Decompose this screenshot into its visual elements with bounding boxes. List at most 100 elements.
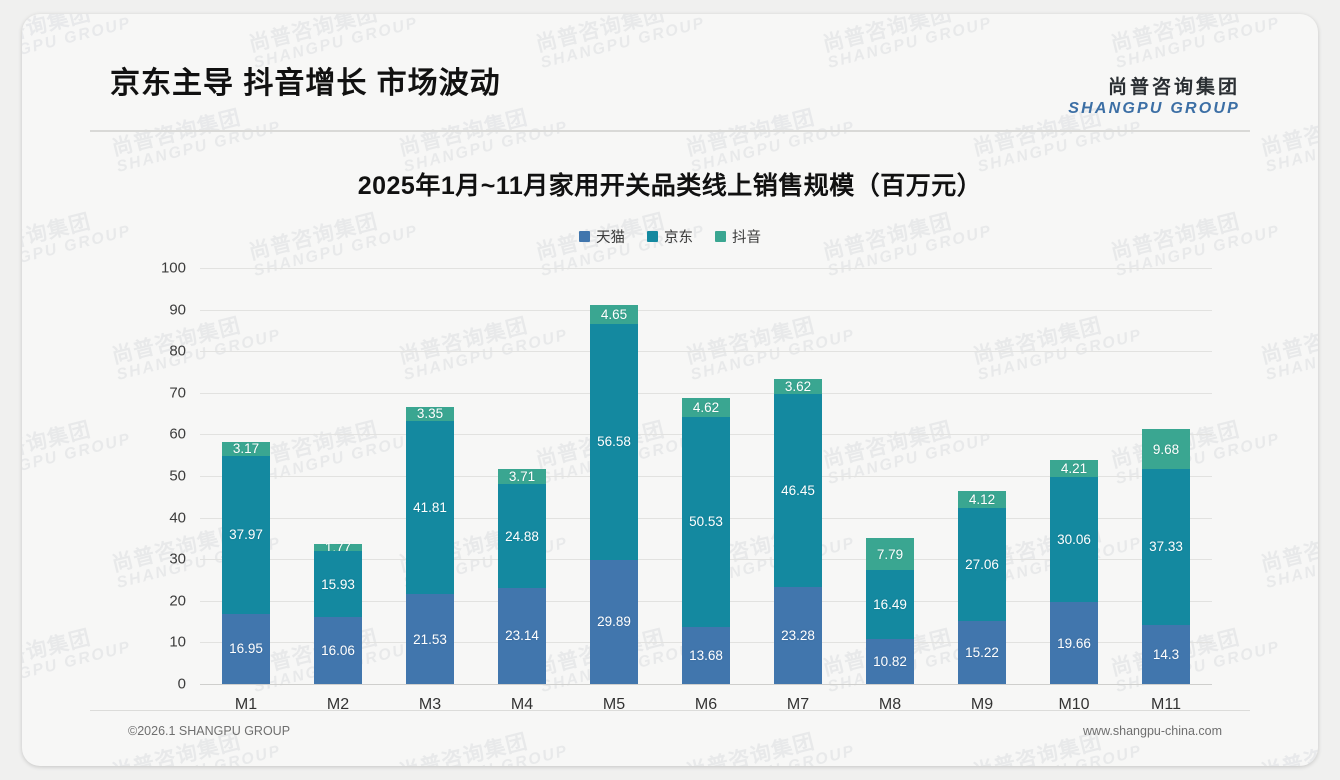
x-axis-tick-label: M5	[602, 696, 626, 713]
bar-segment-抖音[interactable]: 1.77	[314, 540, 362, 555]
bar-value-label: 23.14	[505, 628, 539, 644]
x-axis-tick-label: M6	[694, 696, 718, 713]
header-divider	[90, 130, 1250, 132]
bar-value-label: 19.66	[1057, 635, 1091, 651]
bar-segment-抖音[interactable]: 9.68	[1142, 428, 1190, 470]
bar-value-label: 24.88	[505, 528, 539, 544]
bar-value-label: 16.06	[321, 643, 355, 659]
legend-label: 天猫	[596, 230, 625, 246]
bar-value-label: 7.79	[876, 546, 904, 562]
bar-segment-抖音[interactable]: 4.12	[958, 491, 1006, 509]
bar-segment-天猫[interactable]: 23.28	[774, 587, 822, 684]
bar-value-label: 16.95	[229, 641, 263, 657]
bar-group-m2[interactable]: 1.77 15.93 16.06 M2	[314, 268, 362, 713]
bar-segment-抖音[interactable]: 3.17	[222, 441, 270, 457]
y-axis-tick-label: 0	[177, 675, 186, 693]
legend-swatch-icon	[647, 231, 658, 242]
bar-group-m5[interactable]: 4.65 56.58 29.89 M5	[590, 268, 638, 713]
company-logo: 尚普咨询集团 SHANGPU GROUP	[1068, 72, 1240, 118]
y-axis-tick-label: 20	[169, 592, 186, 610]
y-axis-tick-label: 10	[169, 633, 186, 651]
y-axis-tick-label: 70	[169, 384, 186, 402]
bar-value-label: 4.65	[600, 307, 628, 323]
bar-segment-天猫[interactable]: 29.89	[590, 559, 638, 684]
bar-value-label: 46.45	[781, 483, 815, 499]
legend-item-1[interactable]: 京东	[647, 226, 693, 247]
bar-segment-天猫[interactable]: 21.53	[406, 594, 454, 684]
y-axis-tick-label: 30	[169, 550, 186, 568]
bar-group-m4[interactable]: 3.71 24.88 23.14 M4	[498, 268, 546, 713]
x-axis-tick-label: M7	[786, 696, 810, 713]
x-axis-tick-label: M10	[1058, 696, 1090, 713]
bar-value-label: 37.33	[1149, 539, 1183, 555]
footer-website[interactable]: www.shangpu-china.com	[1083, 724, 1222, 738]
bar-segment-京东[interactable]: 24.88	[498, 484, 546, 588]
bar-segment-京东[interactable]: 56.58	[590, 324, 638, 560]
legend-item-2[interactable]: 抖音	[715, 226, 761, 247]
bar-segment-京东[interactable]: 37.33	[1142, 469, 1190, 625]
legend-label: 抖音	[732, 230, 761, 246]
bar-value-label: 30.06	[1057, 532, 1091, 548]
bar-segment-天猫[interactable]: 16.95	[222, 613, 270, 684]
bar-segment-天猫[interactable]: 10.82	[866, 639, 914, 684]
bar-segment-京东[interactable]: 37.97	[222, 455, 270, 614]
bar-segment-抖音[interactable]: 3.62	[774, 378, 822, 394]
bar-value-label: 27.06	[965, 556, 999, 572]
slide-canvas: 尚普咨询集团 SHANGPU GROUP 尚普咨询集团 SHANGPU GROUP 尚普…	[22, 14, 1318, 766]
logo-english-text: SHANGPU GROUP	[1068, 100, 1240, 117]
bar-value-label: 14.3	[1152, 646, 1180, 662]
bar-group-m1[interactable]: 3.17 37.97 16.95 M1	[222, 268, 270, 713]
bar-segment-天猫[interactable]: 14.3	[1142, 624, 1190, 684]
x-axis-tick-label: M3	[418, 696, 442, 713]
bar-group-m6[interactable]: 4.62 50.53 13.68 M6	[682, 268, 730, 713]
bar-segment-天猫[interactable]: 16.06	[314, 617, 362, 684]
legend-item-0[interactable]: 天猫	[579, 226, 625, 247]
x-axis-tick-label: M4	[510, 696, 534, 713]
bar-segment-京东[interactable]: 50.53	[682, 416, 730, 628]
bar-group-m8[interactable]: 7.79 16.49 10.82 M8	[866, 268, 914, 713]
x-axis-tick-label: M1	[234, 696, 258, 713]
bar-segment-抖音[interactable]: 3.35	[406, 406, 454, 422]
bar-segment-抖音[interactable]: 4.65	[590, 304, 638, 325]
bar-group-m10[interactable]: 4.21 30.06 19.66 M10	[1050, 268, 1098, 713]
bar-segment-抖音[interactable]: 4.21	[1050, 459, 1098, 478]
bar-segment-抖音[interactable]: 3.71	[498, 468, 546, 485]
legend-swatch-icon	[579, 231, 590, 242]
bar-value-label: 9.68	[1152, 441, 1180, 457]
x-axis-tick-label: M8	[878, 696, 902, 713]
bar-segment-抖音[interactable]: 4.62	[682, 397, 730, 417]
bar-segment-抖音[interactable]: 7.79	[866, 538, 914, 571]
bar-value-label: 16.49	[873, 597, 907, 613]
bar-group-m3[interactable]: 3.35 41.81 21.53 M3	[406, 268, 454, 713]
bar-value-label: 37.97	[229, 527, 263, 543]
bar-segment-京东[interactable]: 16.49	[866, 570, 914, 639]
bar-value-label: 4.21	[1060, 460, 1088, 476]
bar-group-m9[interactable]: 4.12 27.06 15.22 M9	[958, 268, 1006, 713]
bar-value-label: 3.35	[416, 406, 444, 422]
bar-segment-天猫[interactable]: 23.14	[498, 587, 546, 684]
bar-value-label: 56.58	[597, 434, 631, 450]
gridline	[200, 392, 1212, 394]
bar-segment-天猫[interactable]: 19.66	[1050, 602, 1098, 684]
footer-copyright: ©2026.1 SHANGPU GROUP	[128, 724, 291, 738]
bar-group-m11[interactable]: 9.68 37.33 14.3 M11	[1142, 268, 1190, 713]
bar-segment-京东[interactable]: 15.93	[314, 550, 362, 618]
y-axis-tick-label: 100	[160, 259, 186, 277]
bar-value-label: 3.17	[232, 441, 260, 457]
legend-label: 京东	[664, 230, 693, 246]
bar-segment-天猫[interactable]: 15.22	[958, 620, 1006, 684]
bar-segment-京东[interactable]: 27.06	[958, 508, 1006, 621]
bar-segment-京东[interactable]: 30.06	[1050, 477, 1098, 603]
bar-value-label: 29.89	[597, 614, 631, 630]
bar-segment-京东[interactable]: 41.81	[406, 420, 454, 595]
chart-plot-area: 100 90 80 70 60 50 40 30 20 10 0 3.17 37.97 16.95 M1 1…	[161, 260, 1212, 713]
x-axis-tick-label: M9	[970, 696, 994, 713]
bar-segment-京东[interactable]: 46.45	[774, 393, 822, 588]
slide-header: 京东主导 抖音增长 市场波动 尚普咨询集团 SHANGPU GROUP	[22, 14, 1318, 132]
bar-segment-天猫[interactable]: 13.68	[682, 627, 730, 684]
bar-group-m7[interactable]: 3.62 46.45 23.28 M7	[774, 268, 822, 713]
